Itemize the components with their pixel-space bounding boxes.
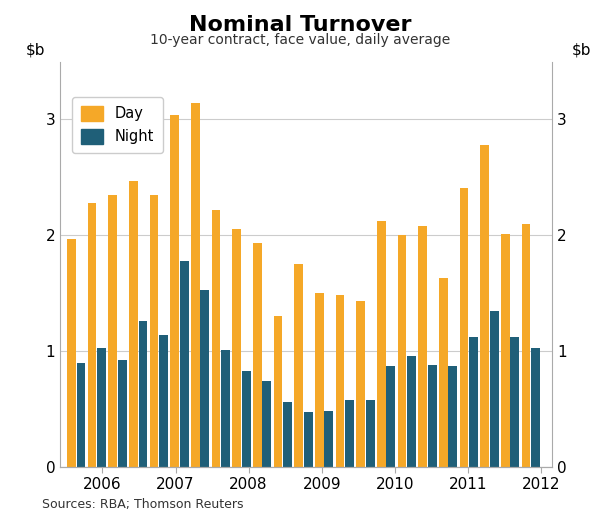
Bar	[511, 337, 519, 467]
Bar	[448, 366, 457, 467]
Legend: Day, Night: Day, Night	[72, 97, 163, 153]
Bar	[531, 348, 540, 467]
Bar	[386, 366, 395, 467]
Text: $b: $b	[26, 43, 45, 57]
Bar	[490, 310, 499, 467]
Bar	[97, 348, 106, 467]
Bar	[118, 360, 127, 467]
Bar	[180, 261, 188, 467]
Text: 10-year contract, face value, daily average: 10-year contract, face value, daily aver…	[150, 33, 450, 47]
Text: Sources: RBA; Thomson Reuters: Sources: RBA; Thomson Reuters	[42, 498, 244, 511]
Bar	[418, 226, 427, 467]
Bar	[159, 335, 168, 467]
Bar	[428, 365, 437, 467]
Bar	[439, 278, 448, 467]
Bar	[242, 371, 251, 467]
Bar	[315, 293, 324, 467]
Bar	[377, 221, 386, 467]
Bar	[221, 350, 230, 467]
Bar	[253, 243, 262, 467]
Bar	[149, 195, 158, 467]
Bar	[407, 356, 416, 467]
Bar	[212, 210, 220, 467]
Bar	[356, 301, 365, 467]
Bar	[460, 188, 469, 467]
Bar	[501, 234, 509, 467]
Bar	[283, 402, 292, 467]
Bar	[345, 400, 354, 467]
Bar	[366, 400, 374, 467]
Bar	[480, 145, 489, 467]
Bar	[109, 195, 117, 467]
Bar	[294, 264, 303, 467]
Bar	[398, 235, 406, 467]
Bar	[139, 321, 148, 467]
Bar	[170, 115, 179, 467]
Bar	[129, 181, 138, 467]
Text: Nominal Turnover: Nominal Turnover	[189, 15, 411, 35]
Bar	[521, 224, 530, 467]
Bar	[325, 411, 333, 467]
Text: $b: $b	[572, 43, 591, 57]
Bar	[191, 103, 200, 467]
Bar	[274, 317, 283, 467]
Bar	[77, 363, 85, 467]
Bar	[232, 229, 241, 467]
Bar	[200, 290, 209, 467]
Bar	[335, 295, 344, 467]
Bar	[262, 381, 271, 467]
Bar	[67, 239, 76, 467]
Bar	[304, 412, 313, 467]
Bar	[88, 203, 97, 467]
Bar	[469, 337, 478, 467]
